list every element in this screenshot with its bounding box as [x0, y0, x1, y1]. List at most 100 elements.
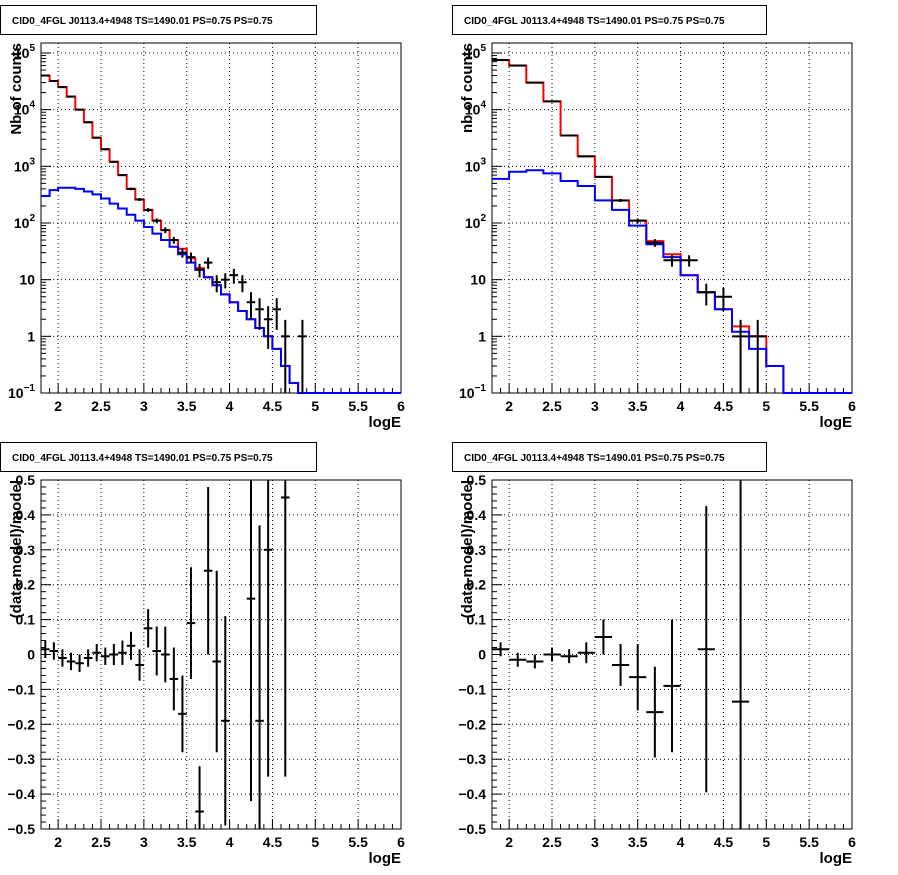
x-tick-label: 5 [311, 398, 319, 414]
data-point [629, 644, 647, 711]
y-tick-label: 0.4 [467, 507, 487, 523]
data-point [58, 649, 67, 667]
x-tick-label: 5 [311, 834, 319, 850]
x-tick-label: 3.5 [628, 834, 648, 850]
data-point [612, 198, 630, 203]
data-point [203, 257, 213, 269]
x-tick-label: 4 [677, 834, 685, 850]
data-point [92, 136, 101, 139]
data-point [272, 298, 281, 330]
data-point [118, 640, 127, 665]
x-tick-label: 2 [54, 834, 62, 850]
title-box [0, 5, 317, 35]
tick-exponent: 2 [480, 213, 486, 224]
x-tick-label: 6 [397, 398, 405, 414]
data-point [612, 644, 630, 686]
data-point [560, 649, 578, 664]
data-point [298, 319, 307, 393]
title-box [452, 442, 767, 472]
y-tick-label: 1 [27, 328, 35, 344]
data-point [126, 631, 136, 660]
y-axis-title: nb of counts [459, 43, 476, 133]
y-tick-label: 0.3 [467, 542, 487, 558]
data-point [135, 649, 144, 681]
data-point [195, 263, 204, 278]
data-point [255, 298, 264, 330]
x-tick-label: 5 [762, 398, 770, 414]
y-tick-label: 10 [470, 272, 486, 288]
y-tick-label: 0.4 [16, 507, 36, 523]
data-point [109, 160, 119, 163]
data-point [263, 480, 273, 777]
y-tick-label: −0.5 [458, 821, 486, 837]
tick-base: 10 [465, 45, 481, 61]
data-point [680, 255, 698, 267]
x-tick-label: 3.5 [177, 398, 197, 414]
data-point [178, 675, 187, 753]
data-point [646, 666, 664, 758]
x-tick-label: 3.5 [628, 398, 648, 414]
data-point [560, 134, 578, 137]
tick-base: 10 [14, 215, 30, 231]
residual-panel-left: CID0_4FGL J0113.4+4948 TS=1490.01 PS=0.7… [0, 442, 405, 867]
y-tick-label: 10−1 [8, 383, 35, 401]
plot-frame [40, 42, 402, 394]
data-point [212, 570, 221, 753]
data-point [143, 208, 153, 212]
y-tick-label: 0.1 [467, 612, 487, 628]
data-point [135, 198, 144, 202]
chart-title: CID0_4FGL J0113.4+4948 TS=1490.01 PS=0.7… [464, 453, 725, 464]
data-point [152, 218, 161, 224]
x-tick-label: 4.5 [714, 398, 734, 414]
data-point [697, 283, 715, 306]
x-axis-title: logE [820, 414, 853, 431]
tick-base: 10 [8, 385, 24, 401]
data-point [152, 626, 161, 676]
model-series-source [492, 169, 852, 394]
y-tick-label: 104 [14, 100, 36, 118]
x-tick-label: 2 [54, 398, 62, 414]
x-tick-label: 4.5 [263, 834, 283, 850]
tick-exponent: 3 [480, 156, 486, 167]
data-point [212, 275, 221, 293]
y-tick-label: 0 [478, 647, 486, 663]
data-point [195, 766, 204, 829]
data-point [577, 155, 595, 158]
data-point [221, 616, 230, 826]
y-tick-label: 0.2 [467, 577, 487, 593]
x-tick-label: 6 [848, 398, 856, 414]
data-point [492, 642, 510, 657]
x-tick-label: 3 [140, 398, 148, 414]
x-tick-label: 4.5 [263, 398, 283, 414]
y-tick-label: 1 [478, 328, 486, 344]
x-tick-label: 5.5 [799, 834, 819, 850]
title-box [452, 5, 767, 35]
x-tick-label: 4 [226, 834, 234, 850]
tick-base: 10 [14, 45, 30, 61]
data-point [714, 287, 732, 311]
tick-exponent: 5 [480, 43, 486, 54]
y-tick-label: 10 [19, 272, 35, 288]
data-point [629, 218, 647, 223]
data-point [646, 239, 664, 247]
y-tick-label: −0.4 [458, 786, 486, 802]
tick-exponent: −1 [475, 383, 487, 394]
y-tick-label: 0.1 [16, 612, 36, 628]
data-point [169, 236, 179, 244]
tick-base: 10 [14, 158, 30, 174]
chart-title: CID0_4FGL J0113.4+4948 TS=1490.01 PS=0.7… [12, 453, 273, 464]
data-point [49, 642, 59, 660]
x-tick-label: 2.5 [91, 834, 111, 850]
x-axis-title: logE [369, 850, 402, 867]
data-point [255, 525, 264, 829]
data-point [509, 652, 527, 667]
tick-exponent: −1 [24, 383, 36, 394]
y-tick-label: 0.5 [16, 472, 36, 488]
x-axis-title: logE [820, 850, 853, 867]
data-point [101, 148, 110, 151]
tick-base: 10 [459, 385, 475, 401]
y-tick-label: 0 [27, 647, 35, 663]
y-tick-label: −0.4 [7, 786, 35, 802]
x-tick-label: 4 [677, 398, 685, 414]
x-tick-label: 2 [505, 398, 513, 414]
